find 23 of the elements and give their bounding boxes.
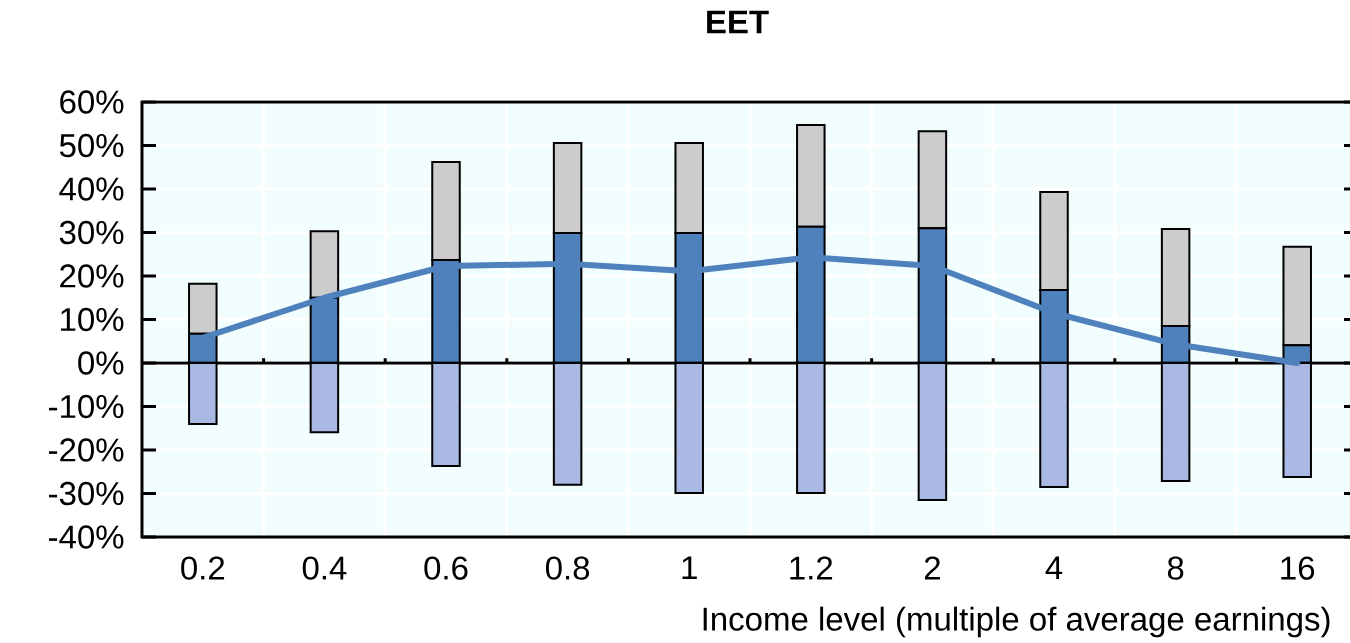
y-tick-label: 30% (59, 220, 124, 245)
x-tick-label: 16 (1281, 556, 1315, 580)
x-tick-label: 0.6 (424, 556, 468, 580)
y-tick-label: -30% (49, 481, 124, 506)
x-tick-label: 0.2 (181, 556, 225, 580)
y-tick-label: 0% (78, 351, 124, 375)
y-tick-label: 60% (60, 90, 124, 114)
x-tick-label: 0.4 (302, 556, 347, 580)
x-tick-label: 1 (682, 556, 697, 580)
x-tick-label: 8 (1167, 556, 1184, 580)
y-tick-label: -10% (49, 394, 124, 419)
y-tick-label: 40% (59, 177, 124, 201)
y-tick-label: -40% (49, 525, 124, 549)
x-tick-label: 4 (1045, 556, 1063, 580)
y-tick-label: 20% (60, 264, 124, 288)
x-tick-label: 0.8 (545, 556, 590, 580)
y-tick-label: 10% (61, 307, 124, 332)
x-tick-label: 1.2 (790, 556, 833, 580)
x-tick-label: 2 (924, 556, 940, 580)
x-axis-title: Income level (multiple of average earnings) (703, 606, 1330, 638)
y-tick-label: 50% (59, 133, 124, 158)
y-tick-label: -20% (49, 438, 124, 462)
chart-title: EET (707, 10, 769, 34)
